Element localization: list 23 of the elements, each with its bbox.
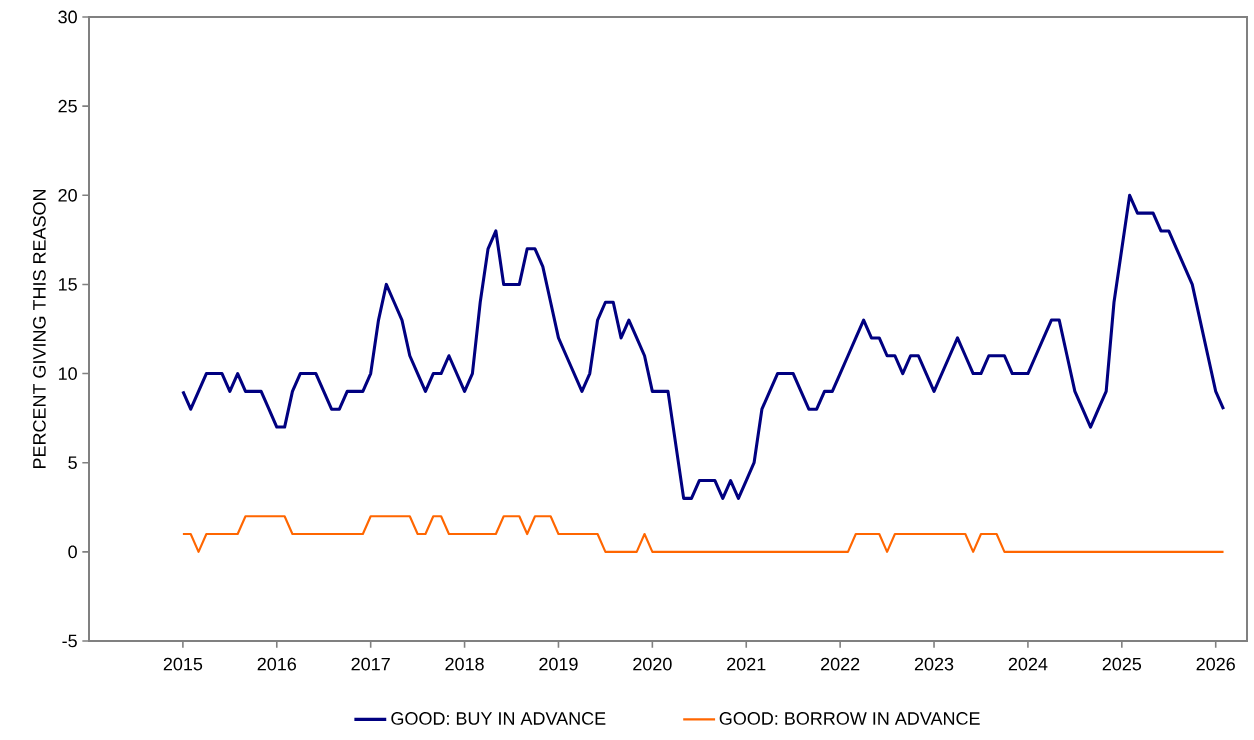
- x-tick-label: 2020: [633, 657, 672, 671]
- x-tick-label: 2022: [821, 657, 860, 671]
- y-axis-title: PERCENT GIVING THIS REASON: [33, 189, 46, 469]
- x-tick-label: 2026: [1196, 657, 1235, 671]
- y-tick-label: 30: [58, 10, 77, 24]
- y-tick-label: -5: [62, 634, 77, 648]
- legend-label: GOOD: BUY IN ADVANCE: [391, 712, 606, 725]
- legend-label: GOOD: BORROW IN ADVANCE: [719, 712, 980, 725]
- y-tick-label: 25: [58, 99, 77, 113]
- x-tick-label: 2021: [727, 657, 766, 671]
- y-tick-label: 20: [58, 188, 77, 202]
- x-tick-label: 2018: [445, 657, 484, 671]
- y-tick-label: 15: [58, 278, 77, 291]
- x-tick-label: 2023: [914, 657, 954, 671]
- y-tick-label: 0: [68, 545, 77, 559]
- x-tick-label: 2025: [1102, 657, 1142, 671]
- x-tick-label: 2016: [257, 657, 297, 671]
- y-tick-label: 10: [58, 367, 77, 380]
- x-tick-label: 2017: [351, 657, 390, 671]
- x-tick-label: 2019: [539, 657, 578, 671]
- x-tick-label: 2024: [1008, 657, 1048, 671]
- x-tick-label: 2015: [163, 657, 203, 671]
- y-tick-label: 5: [68, 456, 77, 469]
